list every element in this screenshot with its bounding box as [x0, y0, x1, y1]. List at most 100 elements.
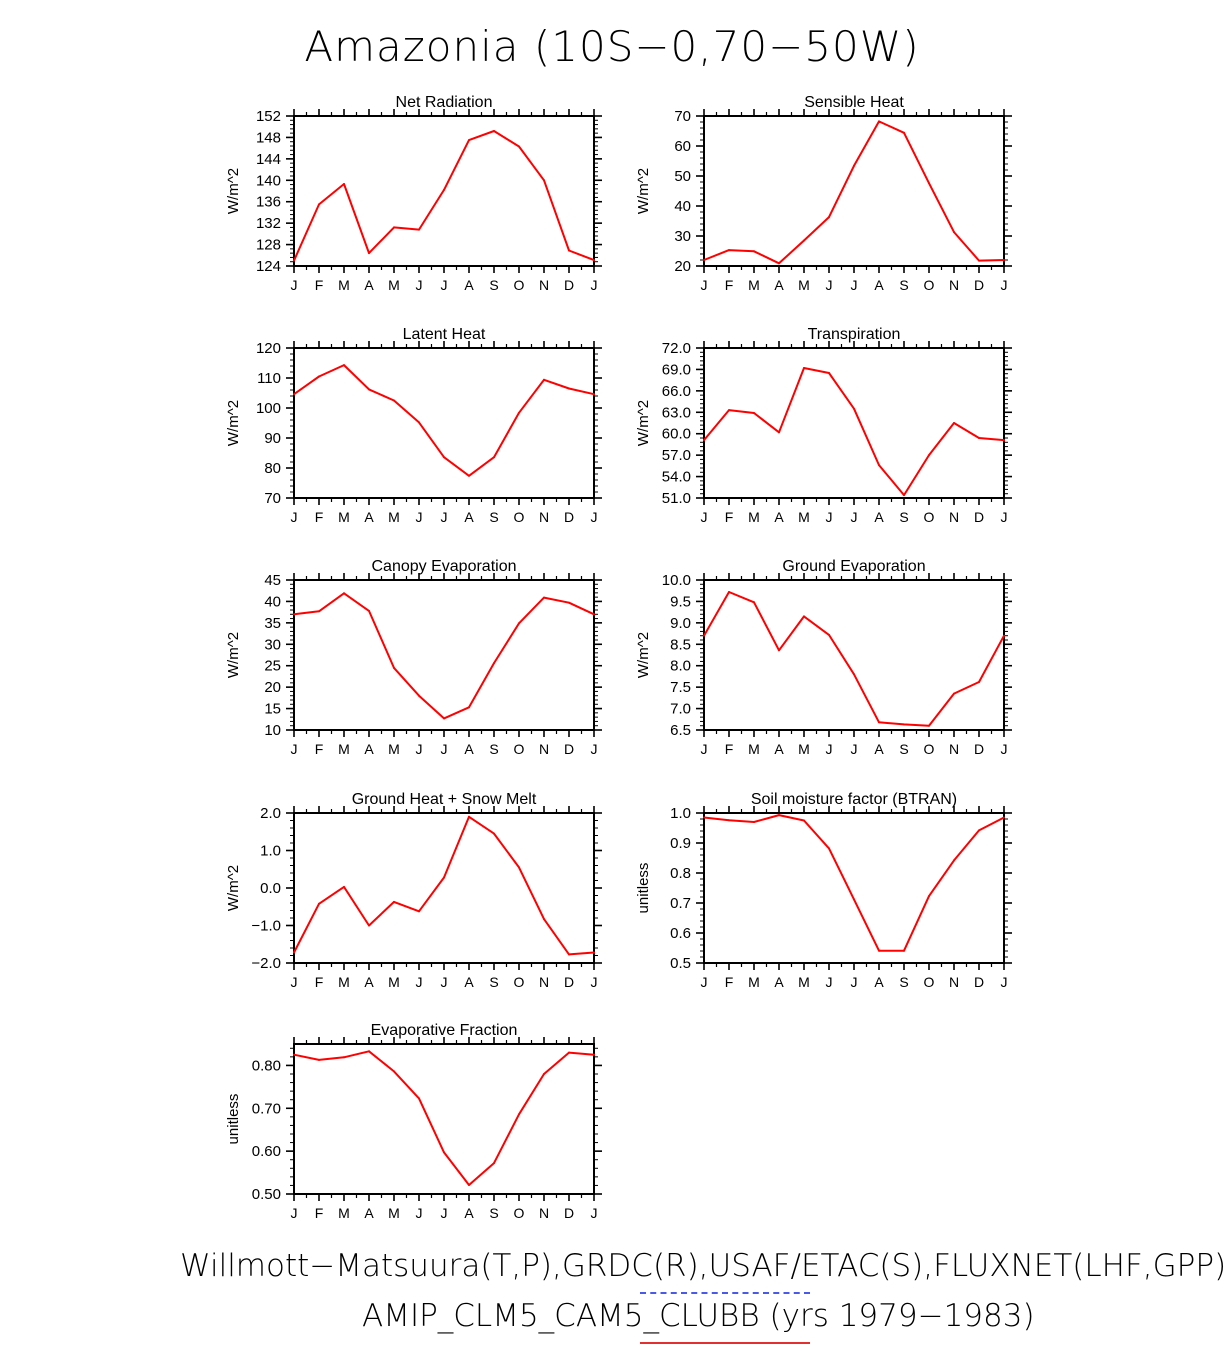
- x-tick-label: D: [974, 974, 984, 990]
- data-point: [368, 388, 370, 391]
- data-point: [928, 182, 930, 185]
- data-point: [853, 673, 855, 676]
- x-tick-label: A: [364, 277, 374, 293]
- x-tick-label: J: [701, 741, 708, 757]
- data-point: [318, 375, 320, 378]
- data-point: [878, 464, 880, 467]
- y-tick-label: 124: [256, 258, 281, 275]
- x-tick-label: N: [949, 509, 959, 525]
- x-tick-label: F: [315, 1205, 324, 1221]
- data-point: [828, 847, 830, 850]
- x-tick-label: M: [388, 509, 400, 525]
- y-tick-label: 35: [264, 615, 281, 632]
- x-tick-label: J: [701, 277, 708, 293]
- y-tick-label: 144: [256, 151, 281, 168]
- data-point: [953, 231, 955, 234]
- y-tick-label: 120: [256, 340, 281, 357]
- data-point: [568, 601, 570, 604]
- y-tick-label: 152: [256, 108, 281, 125]
- x-tick-label: A: [774, 741, 784, 757]
- y-tick-label: 57.0: [662, 447, 691, 464]
- data-point: [978, 437, 980, 439]
- x-tick-label: O: [514, 974, 525, 990]
- observations-legend-dash: [640, 1292, 810, 1294]
- x-tick-label: O: [514, 1205, 525, 1221]
- data-point: [293, 1053, 295, 1056]
- data-point: [443, 1151, 445, 1154]
- x-tick-label: M: [338, 741, 350, 757]
- data-point: [293, 393, 295, 396]
- data-point: [493, 1162, 495, 1165]
- series-line: [293, 815, 595, 956]
- y-tick-label: 40: [264, 593, 281, 610]
- y-tick-label: 25: [264, 658, 281, 675]
- x-tick-label: D: [564, 741, 574, 757]
- y-tick-label: 54.0: [662, 469, 691, 486]
- y-tick-label: 40: [674, 198, 691, 215]
- y-tick-label: 20: [674, 258, 691, 275]
- data-point: [343, 364, 345, 367]
- data-point: [778, 262, 780, 265]
- data-point: [318, 610, 320, 613]
- y-tick-label: 148: [256, 129, 281, 146]
- y-tick-label: 110: [257, 370, 281, 387]
- data-point: [703, 816, 705, 819]
- x-tick-label: F: [315, 509, 324, 525]
- x-tick-label: J: [701, 974, 708, 990]
- x-tick-label: J: [416, 1205, 423, 1221]
- data-point: [928, 724, 930, 727]
- data-point: [803, 367, 805, 369]
- y-tick-label: 0.50: [252, 1186, 281, 1203]
- x-tick-label: A: [364, 1205, 374, 1221]
- y-tick-label: 60: [674, 138, 691, 155]
- y-tick-label: 9.0: [670, 615, 691, 632]
- data-point: [753, 601, 755, 604]
- data-point: [1003, 439, 1005, 442]
- data-point: [393, 900, 395, 903]
- y-tick-label: 70: [674, 108, 691, 125]
- x-tick-label: O: [924, 277, 935, 293]
- data-point: [878, 120, 880, 123]
- x-tick-label: J: [1001, 509, 1008, 525]
- x-tick-label: A: [874, 741, 884, 757]
- x-tick-label: M: [388, 974, 400, 990]
- data-point: [1003, 816, 1005, 819]
- x-tick-label: M: [798, 277, 810, 293]
- x-tick-label: S: [489, 277, 498, 293]
- data-point: [393, 226, 395, 229]
- y-axis-label: unitless: [635, 863, 652, 914]
- y-axis-label: W/m^2: [225, 865, 242, 911]
- data-point: [853, 407, 855, 410]
- x-tick-label: A: [464, 974, 474, 990]
- data-point: [493, 130, 495, 132]
- data-point: [593, 393, 595, 396]
- y-tick-label: 45: [264, 572, 281, 589]
- x-tick-label: S: [899, 509, 908, 525]
- x-tick-label: N: [539, 741, 549, 757]
- plot-frame: [703, 347, 1005, 499]
- plot-frame: [293, 812, 595, 964]
- y-axis-label: W/m^2: [635, 168, 652, 214]
- x-tick-label: S: [899, 277, 908, 293]
- data-point: [728, 819, 730, 822]
- panel-title: Canopy Evaporation: [372, 558, 517, 575]
- y-tick-label: 0.7: [670, 895, 691, 912]
- y-tick-label: 136: [256, 194, 281, 211]
- y-axis-label: W/m^2: [225, 400, 242, 446]
- y-tick-label: 132: [256, 215, 281, 232]
- data-point: [418, 694, 420, 697]
- y-tick-label: 0.70: [252, 1100, 281, 1117]
- y-tick-label: 0.6: [670, 925, 691, 942]
- data-point: [853, 898, 855, 901]
- y-tick-label: 0.60: [252, 1143, 281, 1160]
- x-tick-label: J: [291, 509, 298, 525]
- data-point: [443, 456, 445, 459]
- y-tick-label: 0.80: [252, 1057, 281, 1074]
- x-tick-label: J: [591, 509, 598, 525]
- data-point: [443, 717, 445, 720]
- data-point: [543, 596, 545, 599]
- x-tick-label: J: [1001, 277, 1008, 293]
- x-tick-label: M: [338, 277, 350, 293]
- panel-title: Latent Heat: [403, 326, 486, 343]
